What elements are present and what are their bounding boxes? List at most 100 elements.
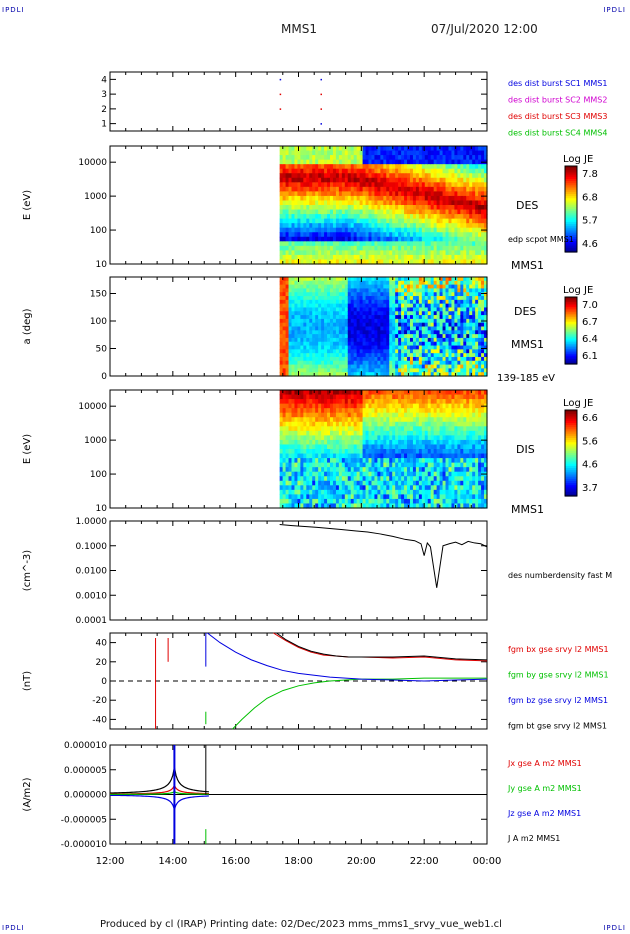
- des-pitch-panel-cell: [365, 322, 370, 328]
- des-pitch-panel-cell: [427, 277, 432, 282]
- des-pitch-panel-cell: [332, 356, 337, 362]
- des-pitch-panel-cell: [436, 330, 441, 335]
- des-energy-panel-cell: [365, 200, 370, 206]
- dis-energy-panel-cell: [327, 467, 331, 473]
- dis-energy-panel-cell: [282, 480, 287, 486]
- des-energy-right-label: edp scpot MMS1: [508, 235, 574, 244]
- des-pitch-panel-cell: [463, 364, 467, 369]
- des-energy-panel-colorbar-cell: [565, 187, 577, 191]
- des-pitch-panel-cell: [421, 330, 426, 335]
- des-pitch-panel-cell: [389, 360, 393, 366]
- dis-energy-panel-cell: [309, 458, 313, 464]
- des-pitch-panel-cell: [424, 337, 429, 343]
- des-energy-panel-cell: [445, 200, 450, 206]
- des-pitch-panel-cell: [445, 322, 450, 328]
- dis-energy-panel-cell: [386, 498, 390, 505]
- dis-energy-panel-cell: [338, 408, 343, 414]
- dis-energy-panel-cell: [353, 430, 358, 436]
- des-pitch-panel-cell: [457, 307, 461, 312]
- des-pitch-panel-cell: [285, 356, 290, 362]
- des-pitch-panel-cell: [356, 299, 361, 305]
- des-energy-panel-cell: [368, 168, 373, 174]
- des-energy-panel-cell: [442, 227, 447, 233]
- des-energy-panel-cell: [332, 168, 337, 174]
- des-pitch-panel-cell: [392, 296, 396, 301]
- dis-energy-panel-cell: [300, 426, 304, 432]
- dis-energy-panel-cell: [386, 453, 390, 459]
- des-energy-panel-cell: [386, 182, 390, 188]
- des-energy-panel-cell: [448, 150, 453, 156]
- des-pitch-panel-cell: [330, 277, 334, 282]
- des-energy-panel-cell: [392, 245, 396, 251]
- des-pitch-panel-cell: [356, 277, 361, 282]
- dis-energy-panel-cell: [395, 462, 399, 468]
- des-energy-panel-cell: [324, 250, 328, 256]
- des-energy-panel-cell: [365, 205, 370, 211]
- dis-energy-panel-cell: [338, 462, 343, 468]
- des-pitch-panel-cell: [454, 307, 458, 312]
- des-energy-panel-cell: [386, 254, 390, 261]
- des-pitch-panel-cell: [424, 334, 429, 339]
- des-energy-panel-cell: [424, 186, 429, 192]
- des-pitch-panel-cell: [309, 341, 313, 347]
- des-pitch-panel-cell: [291, 299, 296, 305]
- des-energy-panel-cell: [350, 173, 355, 179]
- dis-energy-panel-cell: [350, 426, 355, 432]
- des-pitch-panel-cell: [324, 372, 328, 377]
- des-energy-panel-cell: [365, 177, 370, 183]
- dis-energy-panel-cell: [332, 412, 337, 418]
- des-energy-panel-cell: [380, 150, 384, 156]
- des-energy-panel-cell: [359, 155, 364, 161]
- des-energy-panel-cell: [318, 254, 322, 261]
- des-energy-panel-cell: [291, 195, 296, 202]
- des-pitch-panel-cell: [445, 372, 450, 377]
- des-energy-panel-cell: [412, 259, 417, 265]
- des-pitch-panel-cell: [451, 372, 456, 377]
- des-energy-panel-cell: [380, 241, 384, 247]
- des-pitch-panel-cell: [327, 303, 331, 309]
- des-energy-panel-cell: [395, 223, 399, 229]
- burst-point: [279, 78, 282, 81]
- des-pitch-panel-cell: [294, 334, 299, 339]
- des-pitch-panel-cell: [335, 372, 340, 377]
- des-pitch-panel-cell: [404, 296, 408, 301]
- dis-energy-panel-cell: [392, 426, 396, 432]
- des-energy-panel-cell: [374, 241, 379, 247]
- des-energy-panel-cell: [368, 150, 373, 156]
- des-energy-panel-cell: [347, 227, 352, 233]
- des-energy-panel-cell: [297, 195, 301, 202]
- des-pitch-panel-cell: [288, 356, 293, 362]
- des-pitch-panel-cell: [318, 280, 322, 286]
- des-pitch-panel-cell: [448, 292, 453, 297]
- des-pitch-panel-cell: [377, 318, 381, 324]
- des-pitch-panel-cell: [380, 322, 384, 328]
- des-energy-panel-cell: [318, 168, 322, 174]
- des-energy-panel-cell: [427, 209, 432, 215]
- des-energy-panel-cell: [415, 223, 420, 229]
- dis-energy-panel-cell: [288, 467, 293, 473]
- des-pitch-panel-cell: [294, 337, 299, 343]
- dis-energy-panel-cell: [321, 480, 325, 486]
- dis-energy-panel-cell: [368, 485, 373, 491]
- dis-energy-panel-cell: [341, 426, 346, 432]
- dis-energy-panel-cell: [294, 412, 299, 418]
- des-energy-panel-cell: [415, 191, 420, 197]
- des-pitch-panel-cell: [383, 292, 387, 297]
- dis-energy-panel-cell: [291, 394, 296, 400]
- dis-energy-panel-cell: [359, 489, 364, 495]
- des-pitch-panel-cell: [344, 318, 349, 324]
- des-pitch-panel-cell: [418, 322, 423, 328]
- des-pitch-panel-cell: [356, 326, 361, 331]
- des-pitch-panel-cell: [448, 353, 453, 358]
- des-energy-panel-cell: [398, 241, 402, 247]
- des-pitch-panel-cell: [478, 364, 482, 369]
- des-energy-panel-cell: [377, 250, 381, 256]
- des-pitch-panel-cell: [415, 337, 420, 343]
- des-pitch-panel-cell: [300, 353, 304, 358]
- des-energy-panel-cell: [460, 254, 464, 261]
- des-pitch-panel-cell: [398, 322, 402, 328]
- des-pitch-panel-cell: [335, 315, 340, 320]
- des-pitch-panel-cell: [374, 341, 379, 347]
- des-pitch-panel-cell: [389, 356, 393, 362]
- dis-energy-panel-cell: [312, 498, 316, 505]
